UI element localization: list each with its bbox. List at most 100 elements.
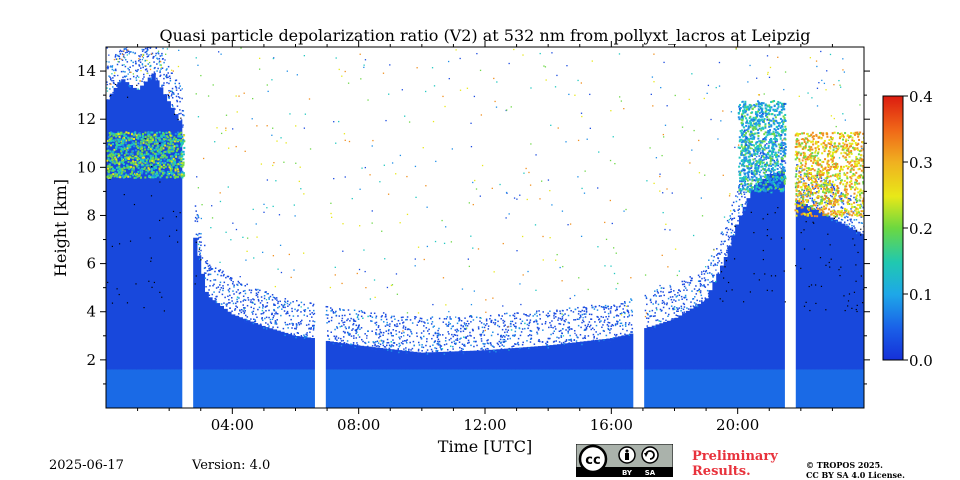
heatmap-cell <box>141 150 144 153</box>
heatmap-cell <box>466 350 471 370</box>
heatmap-cell <box>355 329 358 331</box>
heatmap-cell <box>554 325 556 328</box>
heatmap-cell <box>200 273 206 370</box>
heatmap-cell <box>416 67 418 69</box>
heatmap-cell <box>292 324 294 326</box>
heatmap-cell <box>757 181 763 370</box>
heatmap-cell <box>816 105 819 107</box>
heatmap-cell <box>149 154 152 157</box>
heatmap-cell <box>246 250 248 252</box>
heatmap-cell <box>106 87 108 89</box>
heatmap-cell <box>451 341 453 344</box>
heatmap-cell <box>763 158 765 161</box>
heatmap-cell <box>782 121 785 124</box>
heatmap-cell <box>655 324 660 370</box>
heatmap-cell <box>458 320 460 322</box>
heatmap-cell <box>498 325 501 328</box>
heatmap-cell <box>122 70 125 73</box>
heatmap-cell <box>153 61 155 63</box>
heatmap-cell <box>860 203 862 206</box>
heatmap-cell <box>107 173 110 176</box>
heatmap-cell <box>164 144 167 147</box>
heatmap-cell <box>452 325 454 327</box>
heatmap-cell <box>388 93 390 95</box>
heatmap-cell <box>170 134 173 137</box>
heatmap-cell <box>780 144 783 147</box>
heatmap-cell <box>515 325 517 328</box>
heatmap-cell <box>770 187 773 190</box>
heatmap-cell <box>559 323 562 325</box>
heatmap-cell <box>742 211 744 214</box>
heatmap-cell <box>498 351 501 353</box>
heatmap-cell <box>715 86 717 89</box>
heatmap-cell <box>311 316 313 318</box>
heatmap-cell <box>132 169 135 172</box>
heatmap-cell <box>136 84 138 86</box>
heatmap-cell <box>344 369 350 408</box>
heatmap-cell <box>504 331 506 334</box>
heatmap-cell <box>178 173 181 176</box>
heatmap-cell <box>769 160 772 163</box>
heatmap-cell <box>276 312 279 315</box>
heatmap-cell <box>655 319 657 322</box>
heatmap-cell <box>472 319 475 321</box>
heatmap-cell <box>112 160 115 163</box>
heatmap-cell <box>518 327 521 329</box>
heatmap-cell <box>734 146 736 149</box>
heatmap-cell <box>484 348 487 351</box>
heatmap-cell <box>851 307 853 309</box>
heatmap-cell <box>666 302 668 304</box>
heatmap-cell <box>235 302 237 305</box>
heatmap-cell <box>162 154 165 157</box>
heatmap-cell <box>708 369 713 408</box>
heatmap-cell <box>717 257 720 260</box>
heatmap-cell <box>777 155 780 158</box>
heatmap-cell <box>780 134 783 137</box>
heatmap-cell <box>367 315 369 318</box>
heatmap-cell <box>180 175 183 178</box>
heatmap-cell <box>562 309 564 312</box>
heatmap-cell <box>745 121 748 124</box>
heatmap-cell <box>376 340 379 343</box>
heatmap-cell <box>699 300 701 302</box>
heatmap-cell <box>171 146 174 149</box>
heatmap-cell <box>379 340 381 342</box>
heatmap-cell <box>436 343 439 345</box>
heatmap-cell <box>141 58 144 61</box>
heatmap-cell <box>142 78 144 80</box>
heatmap-cell <box>773 132 776 135</box>
heatmap-cell <box>106 81 108 83</box>
heatmap-cell <box>137 161 140 164</box>
heatmap-cell <box>725 260 728 262</box>
heatmap-cell <box>234 308 237 310</box>
heatmap-cell <box>423 335 425 338</box>
heatmap-cell <box>570 340 573 342</box>
heatmap-cell <box>175 149 178 152</box>
heatmap-cell <box>823 178 825 181</box>
heatmap-cell <box>757 129 760 132</box>
heatmap-cell <box>843 216 846 219</box>
heatmap-cell <box>744 141 747 144</box>
heatmap-cell <box>812 201 815 204</box>
heatmap-cell <box>106 159 109 162</box>
heatmap-cell <box>508 349 510 351</box>
heatmap-cell <box>662 306 665 309</box>
heatmap-cell <box>450 369 456 408</box>
heatmap-cell <box>149 156 152 159</box>
heatmap-cell <box>107 157 110 160</box>
heatmap-cell <box>152 156 155 159</box>
heatmap-cell <box>123 50 125 52</box>
heatmap-cell <box>722 300 724 302</box>
heatmap-cell <box>780 125 783 128</box>
heatmap-cell <box>292 336 294 339</box>
heatmap-cell <box>703 284 705 286</box>
heatmap-cell <box>135 136 138 139</box>
heatmap-cell <box>743 159 746 162</box>
heatmap-cell <box>763 168 766 171</box>
heatmap-cell <box>145 160 148 163</box>
heatmap-cell <box>619 322 622 325</box>
heatmap-cell <box>577 139 580 142</box>
heatmap-cell <box>173 136 176 139</box>
heatmap-cell <box>704 270 707 273</box>
heatmap-cell <box>254 319 256 321</box>
